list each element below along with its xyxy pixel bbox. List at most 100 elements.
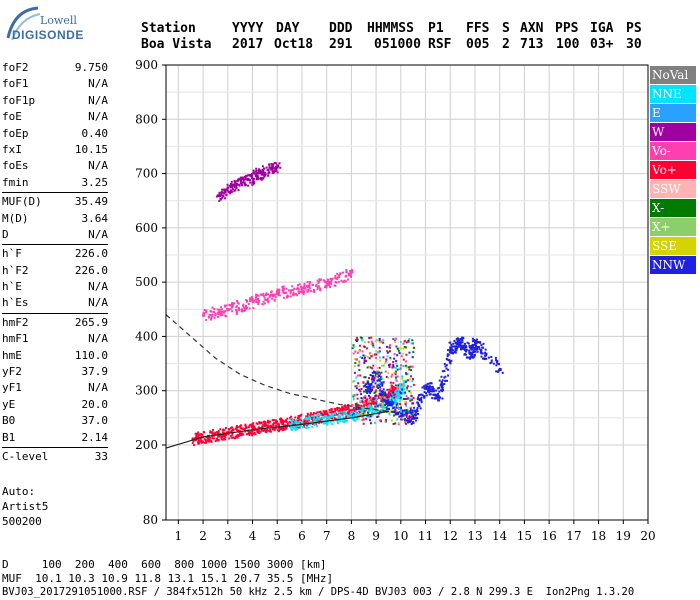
echo-point bbox=[224, 188, 227, 191]
spread-point bbox=[393, 396, 396, 399]
echo-point bbox=[328, 280, 331, 283]
echo-point bbox=[339, 419, 342, 422]
echo-point bbox=[254, 296, 257, 299]
spread-point bbox=[370, 340, 373, 343]
echo-point bbox=[322, 421, 325, 424]
echo-point bbox=[248, 430, 251, 433]
echo-point bbox=[197, 441, 200, 444]
echo-point bbox=[411, 409, 414, 412]
echo-point bbox=[367, 415, 370, 418]
spread-point bbox=[371, 374, 374, 377]
echo-point bbox=[315, 283, 318, 286]
param-name: hmE bbox=[2, 348, 22, 362]
echo-point bbox=[332, 420, 335, 423]
spread-point bbox=[356, 393, 359, 396]
echo-point bbox=[244, 430, 247, 433]
echo-point bbox=[262, 177, 265, 180]
echo-point bbox=[293, 423, 296, 426]
echo-point bbox=[302, 291, 305, 294]
spread-point bbox=[368, 357, 371, 360]
echo-point bbox=[374, 404, 377, 407]
echo-point bbox=[327, 278, 330, 281]
echo-point bbox=[460, 338, 463, 341]
echo-point bbox=[417, 404, 420, 407]
echo-marker bbox=[231, 183, 235, 187]
echo-point bbox=[375, 409, 378, 412]
echo-point bbox=[235, 311, 238, 314]
param-row: h`F 226.0 bbox=[2, 246, 108, 262]
echo-point bbox=[214, 312, 217, 315]
echo-point bbox=[341, 420, 344, 423]
param-row: foF1p N/A bbox=[2, 93, 108, 109]
echo-point bbox=[306, 289, 309, 292]
echo-point bbox=[287, 289, 290, 292]
spread-point bbox=[406, 415, 409, 418]
logo-digisonde: DIGISONDE bbox=[12, 28, 84, 42]
echo-point bbox=[377, 395, 380, 398]
echo-point bbox=[399, 387, 402, 390]
echo-point bbox=[417, 396, 420, 399]
echo-point bbox=[228, 304, 231, 307]
auto-program: Artist5 bbox=[2, 500, 49, 513]
echo-point bbox=[329, 277, 332, 280]
echo-point bbox=[241, 184, 244, 187]
echo-point bbox=[416, 409, 419, 412]
echo-point bbox=[472, 356, 475, 359]
echo-point bbox=[297, 417, 300, 420]
spread-point bbox=[387, 395, 390, 398]
param-value: N/A bbox=[88, 296, 108, 310]
echo-point bbox=[234, 427, 237, 430]
spread-point bbox=[401, 398, 404, 401]
param-row: foEp 0.40 bbox=[2, 126, 108, 142]
spread-point bbox=[396, 347, 399, 350]
spread-point bbox=[409, 409, 412, 412]
echo-point bbox=[213, 311, 216, 314]
echo-point bbox=[484, 351, 487, 354]
x-tick-label: 15 bbox=[517, 529, 532, 543]
echo-point bbox=[351, 417, 354, 420]
x-tick-label: 18 bbox=[591, 529, 606, 543]
echo-point bbox=[223, 429, 226, 432]
echo-point bbox=[361, 408, 364, 411]
echo-point bbox=[336, 276, 339, 279]
spread-point bbox=[380, 377, 383, 380]
echo-point bbox=[259, 176, 262, 179]
echo-point bbox=[368, 403, 371, 406]
echo-point bbox=[401, 414, 404, 417]
echo-point bbox=[432, 389, 435, 392]
echo-point bbox=[231, 188, 234, 191]
echo-point bbox=[400, 415, 403, 418]
echo-point bbox=[384, 403, 387, 406]
echo-point bbox=[428, 385, 431, 388]
spread-point bbox=[392, 363, 395, 366]
echo-point bbox=[270, 425, 273, 428]
echo-point bbox=[249, 181, 252, 184]
legend-item: Vo- bbox=[650, 142, 696, 160]
echo-point bbox=[227, 430, 230, 433]
echo-point bbox=[209, 318, 212, 321]
echo-point bbox=[378, 379, 381, 382]
echo-point bbox=[235, 313, 238, 316]
echo-point bbox=[431, 388, 434, 391]
echo-point bbox=[232, 302, 235, 305]
echo-point bbox=[480, 348, 483, 351]
spread-point bbox=[405, 360, 408, 363]
echo-point bbox=[346, 411, 349, 414]
legend-item: SSE bbox=[650, 237, 696, 255]
echo-point bbox=[414, 414, 417, 417]
echo-point bbox=[460, 348, 463, 351]
echo-point bbox=[342, 410, 345, 413]
echo-point bbox=[216, 431, 219, 434]
spread-point bbox=[376, 415, 379, 418]
echo-point bbox=[357, 413, 360, 416]
header-label-8: AXN bbox=[520, 21, 544, 36]
echo-point bbox=[364, 384, 367, 387]
spread-point bbox=[384, 370, 387, 373]
echo-point bbox=[337, 280, 340, 283]
echo-point bbox=[316, 411, 319, 414]
echo-point bbox=[393, 406, 396, 409]
echo-point bbox=[246, 174, 249, 177]
spread-point bbox=[389, 356, 392, 359]
echo-point bbox=[423, 395, 426, 398]
x-tick-label: 6 bbox=[298, 529, 306, 543]
